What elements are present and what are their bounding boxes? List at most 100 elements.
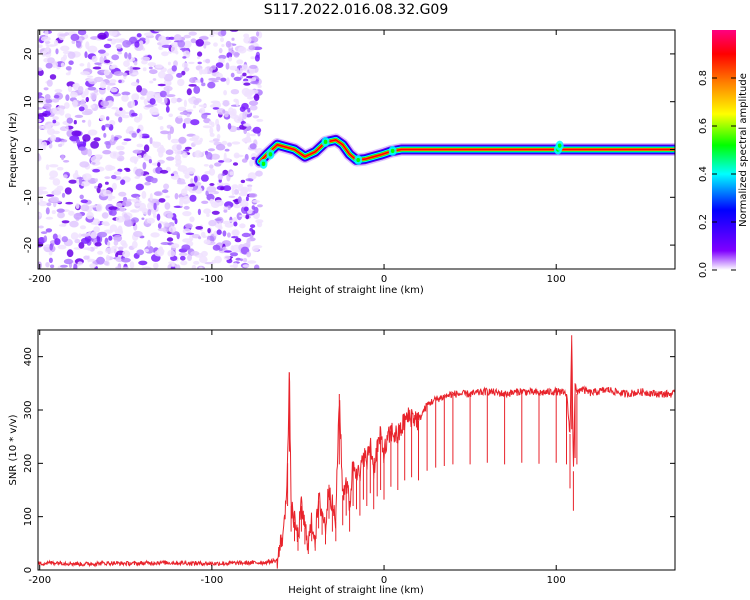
- noise-blob: [162, 39, 172, 44]
- noise-blob: [214, 218, 222, 222]
- noise-blob: [223, 90, 228, 96]
- noise-blob: [74, 170, 79, 176]
- noise-blob: [107, 100, 114, 107]
- noise-blob: [45, 164, 50, 171]
- noise-blob: [194, 150, 202, 158]
- noise-blob: [180, 255, 186, 261]
- noise-blob: [131, 132, 137, 138]
- cb-tick-label: 0.4: [698, 166, 709, 182]
- noise-blob: [65, 72, 71, 76]
- noise-blob: [90, 92, 97, 101]
- noise-blob: [190, 38, 197, 44]
- noise-blob: [190, 178, 194, 184]
- noise-blob: [70, 33, 80, 42]
- y-tick-label: 0: [23, 567, 34, 573]
- noise-blob: [87, 247, 92, 251]
- noise-blob: [122, 40, 132, 48]
- noise-blob: [220, 37, 224, 43]
- noise-blob: [49, 170, 59, 178]
- noise-blob: [115, 44, 123, 49]
- noise-blob: [169, 126, 174, 134]
- noise-blob: [71, 130, 82, 137]
- noise-blob: [223, 206, 229, 210]
- noise-blob: [227, 232, 231, 238]
- noise-blob: [122, 200, 132, 207]
- noise-blob: [38, 200, 48, 207]
- noise-blob: [137, 154, 142, 159]
- noise-blob: [38, 97, 46, 105]
- noise-blob: [209, 104, 217, 108]
- noise-blob: [188, 84, 197, 87]
- noise-blob: [68, 60, 74, 65]
- noise-blob: [111, 106, 119, 110]
- noise-blob: [65, 66, 72, 71]
- noise-blob: [226, 52, 233, 59]
- noise-blob: [233, 189, 240, 195]
- noise-blob: [87, 86, 97, 91]
- noise-blob: [109, 209, 117, 216]
- noise-blob: [190, 119, 200, 126]
- noise-blob: [58, 143, 63, 148]
- noise-blob: [242, 111, 248, 120]
- noise-blob: [101, 125, 106, 131]
- noise-blob: [136, 85, 143, 93]
- noise-blob: [167, 213, 173, 219]
- noise-blob: [80, 99, 86, 107]
- noise-blob: [203, 43, 207, 49]
- x-tick-label: -100: [201, 274, 224, 285]
- noise-blob: [52, 119, 57, 124]
- noise-blob: [179, 111, 188, 115]
- noise-blob: [138, 131, 143, 140]
- noise-blob: [220, 77, 227, 82]
- noise-blob: [94, 62, 102, 65]
- cb-tick-label: 0.0: [698, 262, 709, 278]
- noise-blob: [141, 190, 147, 199]
- noise-blob: [220, 30, 227, 36]
- noise-blob: [44, 40, 51, 44]
- noise-blob: [40, 231, 48, 235]
- noise-blob: [234, 237, 242, 243]
- colorbar-gradient: [712, 30, 736, 270]
- noise-blob: [206, 213, 210, 218]
- snr-ylabel: SNR (10 * v/v): [8, 414, 19, 485]
- noise-blob: [63, 102, 70, 109]
- noise-blob: [251, 76, 256, 82]
- noise-blob: [205, 152, 213, 160]
- noise-blob: [185, 232, 195, 235]
- noise-blob: [115, 266, 121, 269]
- noise-blob: [100, 81, 107, 89]
- noise-blob: [186, 113, 191, 118]
- noise-blob: [66, 117, 74, 124]
- noise-blob: [229, 65, 238, 71]
- noise-blob: [111, 174, 117, 180]
- noise-blob: [154, 141, 162, 147]
- x-tick-label: 100: [547, 274, 566, 285]
- snr-line: [38, 335, 675, 569]
- noise-blob: [198, 266, 203, 269]
- noise-blob: [224, 148, 230, 152]
- noise-blob: [43, 87, 49, 91]
- noise-blob: [193, 99, 200, 106]
- noise-blob: [245, 196, 249, 202]
- noise-blob: [165, 105, 170, 113]
- noise-blob: [121, 91, 131, 96]
- noise-blob: [200, 77, 204, 83]
- noise-blob: [154, 94, 159, 101]
- noise-blob: [97, 250, 104, 255]
- noise-blob: [252, 199, 261, 203]
- noise-blob: [254, 54, 260, 62]
- noise-blob: [249, 227, 254, 232]
- noise-blob: [45, 62, 53, 69]
- noise-blob: [79, 63, 85, 67]
- noise-blob: [64, 187, 72, 195]
- noise-blob: [205, 58, 211, 64]
- noise-blob: [136, 143, 144, 148]
- noise-blob: [195, 39, 204, 47]
- noise-blob: [188, 31, 197, 36]
- noise-blob: [121, 141, 128, 146]
- noise-blob: [251, 205, 255, 210]
- noise-blob: [209, 198, 214, 204]
- noise-blob: [97, 183, 103, 189]
- noise-blob: [247, 260, 257, 264]
- noise-blob: [144, 104, 154, 108]
